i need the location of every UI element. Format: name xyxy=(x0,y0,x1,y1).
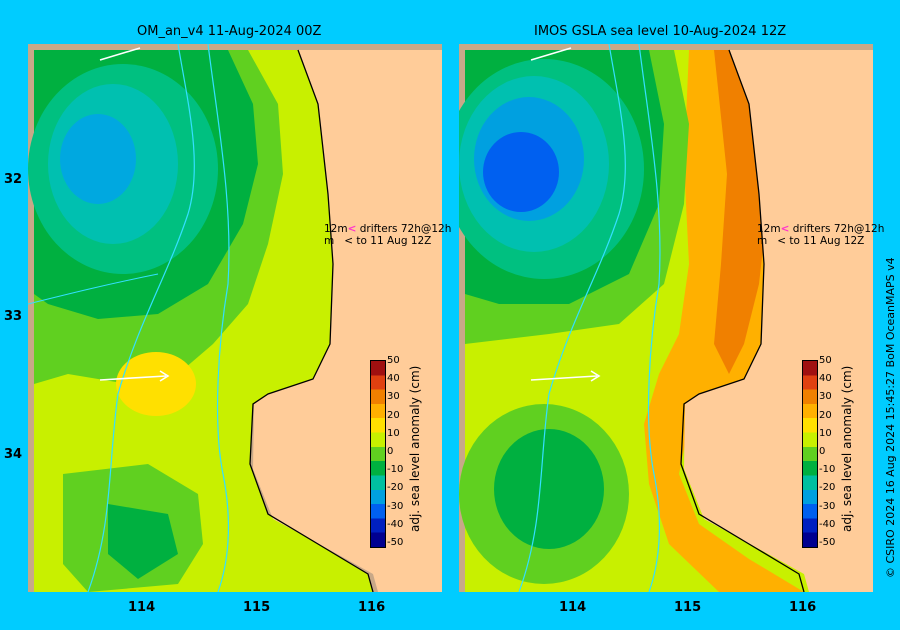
panel-right-title: IMOS GSLA sea level 10-Aug-2024 12Z xyxy=(534,24,787,39)
colorbar-tick-label: -10 xyxy=(387,464,404,476)
drifter-note-left: 12m< drifters 72h@12h m < to 11 Aug 12Z xyxy=(324,223,452,247)
y-tick-33: 33 xyxy=(4,309,23,324)
map-panel-left xyxy=(28,44,442,592)
colorbar-left xyxy=(370,360,386,548)
colorbar-tick-label: -50 xyxy=(387,537,404,548)
colorbar-tick-label: -30 xyxy=(387,500,404,512)
x-tick-115-right: 115 xyxy=(674,600,702,615)
colorbar-tick-label: 50 xyxy=(387,355,400,366)
credit-text: © CSIRO 2024 16 Aug 2024 15:45:27 BoM Oc… xyxy=(884,257,897,578)
colorbar-tick-label: 0 xyxy=(819,446,826,457)
panel-left-title: OM_an_v4 11-Aug-2024 00Z xyxy=(137,24,322,39)
colorbar-tick-label: 20 xyxy=(387,409,400,421)
colorbar-tick-label: 30 xyxy=(819,391,832,403)
colorbar-tick-label: 10 xyxy=(819,427,832,439)
x-tick-114-left: 114 xyxy=(128,600,156,615)
colorbar-tick-label: 10 xyxy=(387,427,400,439)
colorbar-tick-label: -10 xyxy=(819,464,836,476)
colorbar-tick-label: 0 xyxy=(387,446,394,457)
x-tick-115-left: 115 xyxy=(243,600,271,615)
colorbar-tick-label: 40 xyxy=(819,373,832,385)
colorbar-tick-label: -30 xyxy=(819,500,836,512)
colorbar-tick-label: 20 xyxy=(819,409,832,421)
colorbar-tick-label: -40 xyxy=(387,518,404,530)
x-tick-116-right: 116 xyxy=(789,600,817,615)
sea-level-map-left xyxy=(28,44,442,592)
colorbar-tick-label: -50 xyxy=(819,537,836,548)
colorbar-title-right: adj. sea level anomaly (cm) xyxy=(840,365,854,532)
colorbar-tick-label: -20 xyxy=(387,482,404,494)
colorbar-right xyxy=(802,360,818,548)
drifter-note-right: 12m< drifters 72h@12h m < to 11 Aug 12Z xyxy=(757,223,885,247)
y-tick-34: 34 xyxy=(4,447,23,462)
colorbar-tick-label: 30 xyxy=(387,391,400,403)
colorbar-tick-label: -20 xyxy=(819,482,836,494)
x-tick-116-left: 116 xyxy=(358,600,386,615)
colorbar-tick-label: 50 xyxy=(819,355,832,366)
colorbar-tick-label: -40 xyxy=(819,518,836,530)
colorbar-title-left: adj. sea level anomaly (cm) xyxy=(408,365,422,532)
x-tick-114-right: 114 xyxy=(559,600,587,615)
colorbar-tick-label: 40 xyxy=(387,373,400,385)
y-tick-32: 32 xyxy=(4,172,23,187)
